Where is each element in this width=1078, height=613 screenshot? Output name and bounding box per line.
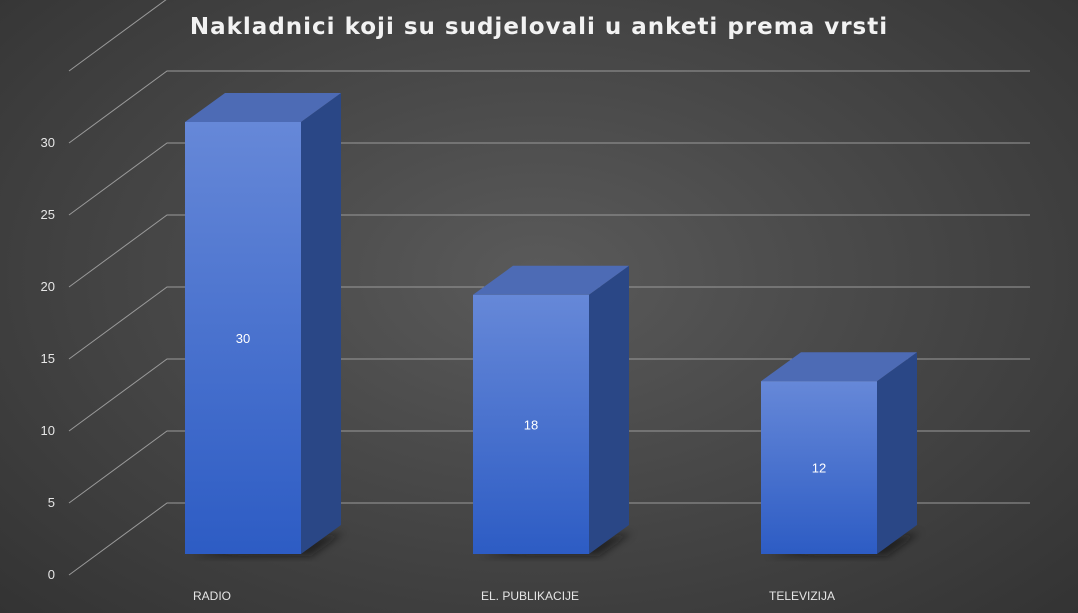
y-tick-label: 25 [41, 207, 55, 222]
gridline [68, 286, 1030, 360]
y-tick-label: 15 [41, 351, 55, 366]
data-label: 18 [524, 417, 538, 432]
gridline [68, 0, 167, 72]
bar-shadow [191, 529, 349, 556]
y-tick-label: 30 [41, 135, 55, 150]
gridline [68, 430, 1030, 504]
gridline [68, 214, 1030, 288]
gridline [68, 358, 1030, 432]
bar-side [589, 265, 629, 554]
x-tick-label: TELEVIZIJA [769, 589, 835, 603]
y-tick-label: 20 [41, 279, 55, 294]
bar-shadow [767, 529, 925, 556]
bar [185, 93, 349, 556]
gridline [68, 502, 1030, 576]
bar-side [301, 93, 341, 554]
x-tick-label: EL. PUBLIKACIJE [481, 589, 579, 603]
bar-front [473, 294, 589, 554]
y-tick-label: 10 [41, 423, 55, 438]
bar-top [185, 93, 341, 122]
data-label: 30 [236, 331, 250, 346]
bar-front [185, 122, 301, 554]
bar-top [761, 352, 917, 382]
bar-top [473, 265, 629, 295]
y-tick-label: 5 [48, 495, 55, 510]
data-label: 12 [812, 461, 826, 476]
gridline [68, 70, 1030, 144]
y-tick-label: 0 [48, 567, 55, 582]
bar [761, 352, 925, 556]
chart-title: Nakladnici koji su sudjelovali u anketi … [189, 14, 889, 40]
x-tick-label: RADIO [193, 589, 231, 603]
bar-shadow [479, 529, 637, 556]
gridline [68, 142, 1030, 216]
bar [473, 265, 637, 556]
bar-front [761, 381, 877, 554]
bar-side [877, 352, 917, 554]
